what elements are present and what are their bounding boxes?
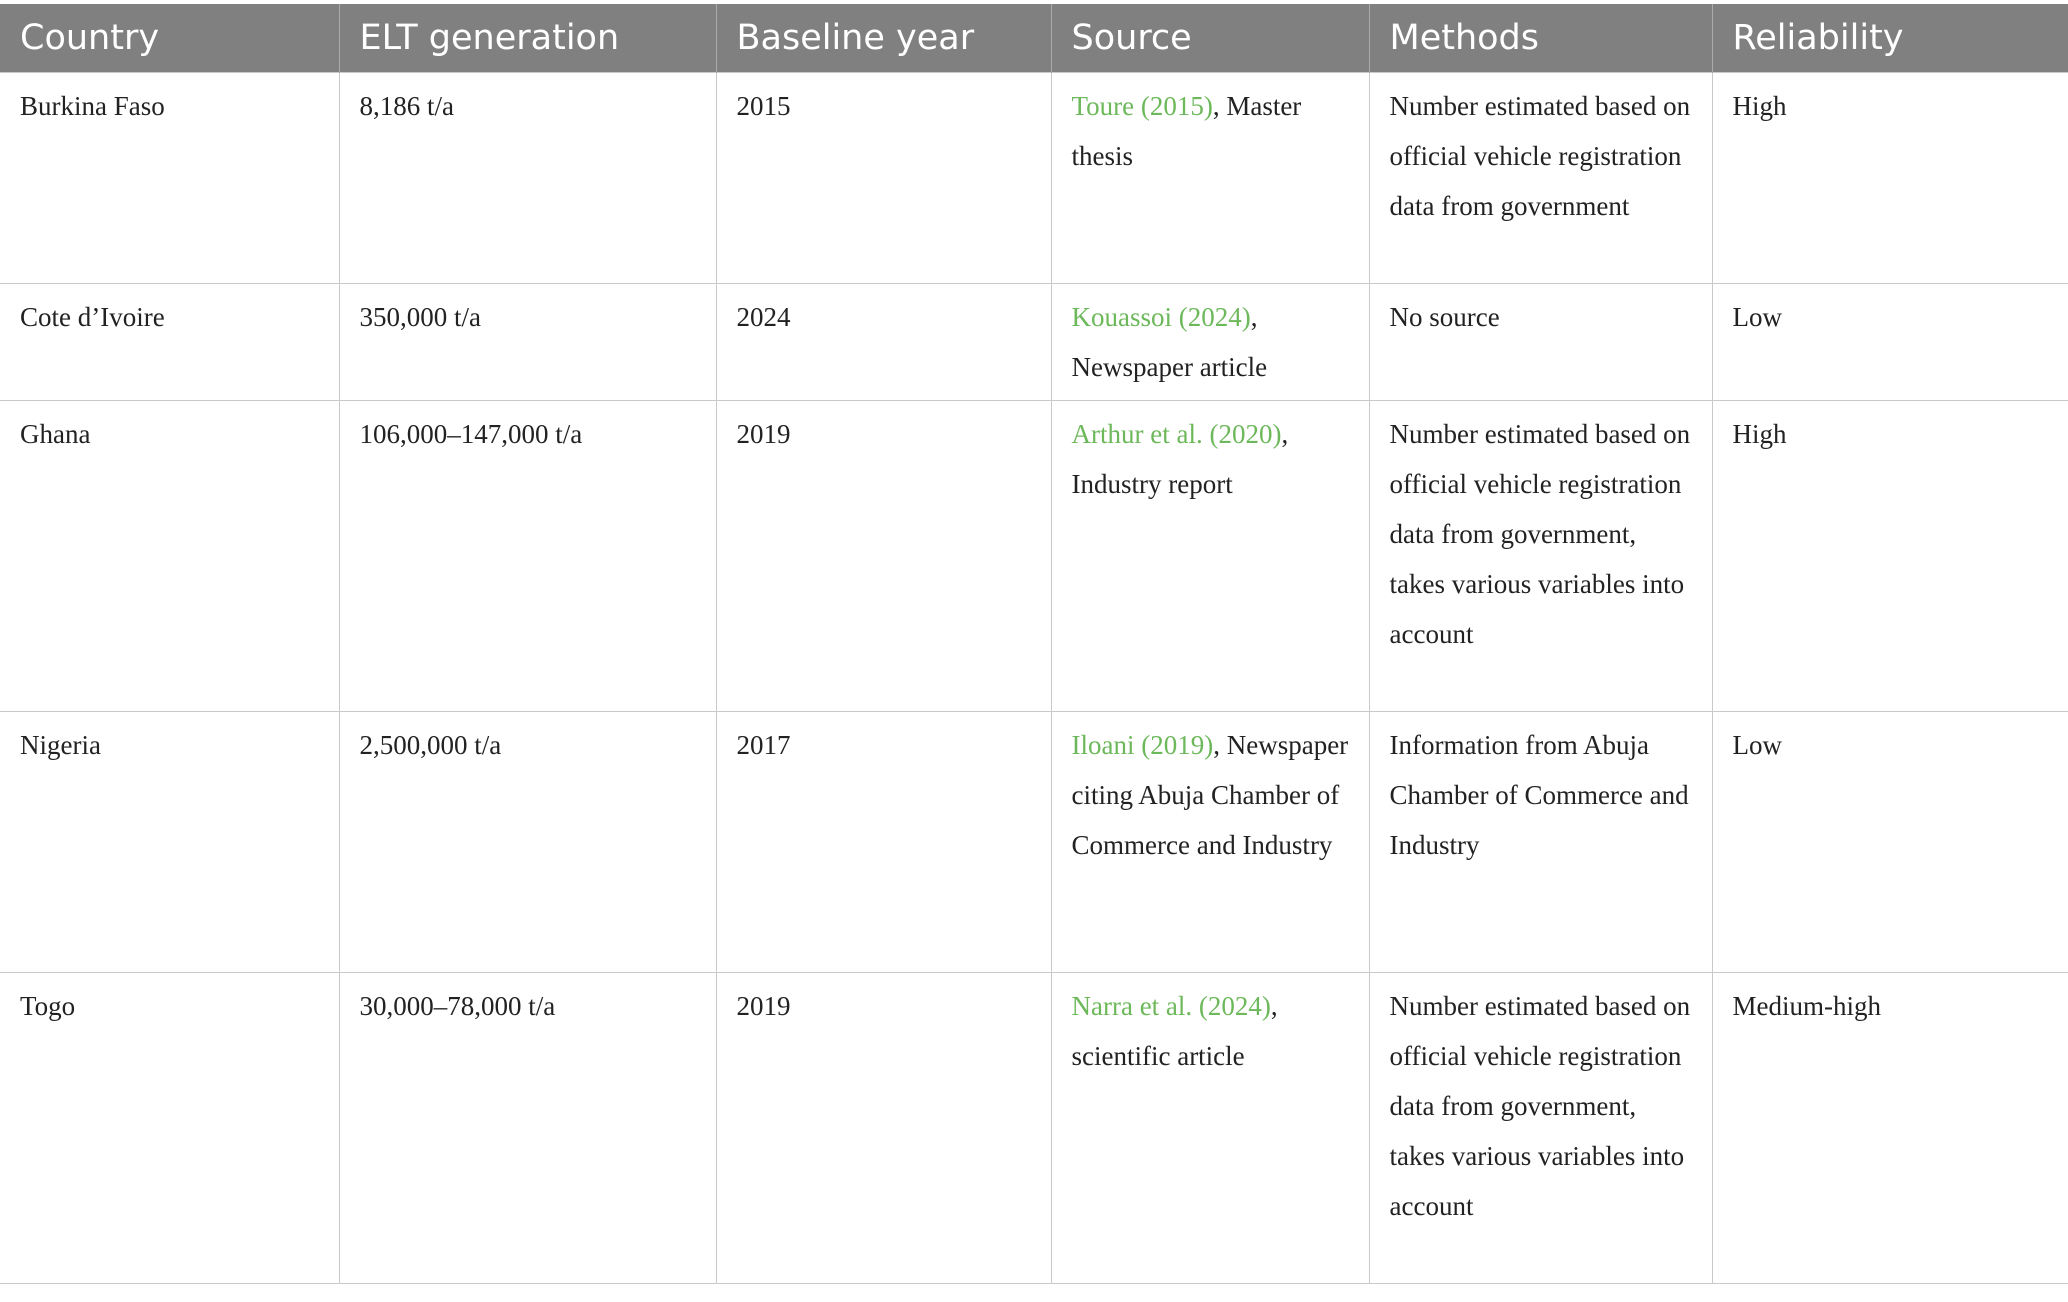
table-body: Burkina Faso 8,186 t/a 2015 Toure (2015), M… [0,72,2068,1284]
table-cell: 2019 [715,972,1052,1284]
column-header: Country [0,4,339,73]
column-header: ELT generation [338,4,716,73]
table-cell: 350,000 t/a [338,283,717,401]
citation-link[interactable]: Kouassoi (2024) [1071,302,1251,332]
table-row: Nigeria 2,500,000 t/a 2017 Iloani (2019), N… [0,711,2068,973]
source-text: , scientific article [1071,991,1278,1071]
table-cell: Low [1711,711,2068,973]
table-cell: High [1711,400,2068,712]
source-text: , Master thesis [1071,91,1302,171]
table-row: Cote d’Ivoire 350,000 t/a 2024 Kouassoi (20… [0,283,2068,401]
table-cell: No source [1368,283,1713,401]
source-cell: Toure (2015), Master thesis [1050,72,1370,284]
table-cell: Ghana [0,400,340,712]
table-cell: 2015 [715,72,1052,284]
header-row: Country ELT generation Baseline year Source… [0,4,2068,73]
table-cell: Number estimated based on official vehic… [1368,972,1713,1284]
column-header: Reliability [1711,4,2068,73]
table-cell: Low [1711,283,2068,401]
table-cell: Togo [0,972,340,1284]
table-cell: Medium-high [1711,972,2068,1284]
table-row: Burkina Faso 8,186 t/a 2015 Toure (2015), M… [0,72,2068,284]
source-cell: Arthur et al. (2020), Industry report [1050,400,1370,712]
citation-link[interactable]: Iloani (2019) [1071,730,1214,760]
source-cell: Iloani (2019), Newspaper citing Abuja Ch… [1050,711,1370,973]
table-cell: Cote d’Ivoire [0,283,340,401]
table-cell: 2019 [715,400,1052,712]
table-cell: Burkina Faso [0,72,340,284]
citation-link[interactable]: Arthur et al. (2020) [1071,419,1282,449]
table-cell: 30,000–78,000 t/a [338,972,717,1284]
table-row: Togo 30,000–78,000 t/a 2019 Narra et al. (2… [0,972,2068,1284]
table-row: Ghana 106,000–147,000 t/a 2019 Arthur et al… [0,400,2068,712]
data-table: Country ELT generation Baseline year Source… [0,4,2068,1284]
column-header: Baseline year [715,4,1051,73]
citation-link[interactable]: Toure (2015) [1071,91,1213,121]
table-cell: Nigeria [0,711,340,973]
table-cell: Number estimated based on official vehic… [1368,72,1713,284]
source-cell: Narra et al. (2024), scientific article [1050,972,1370,1284]
table-cell: 2,500,000 t/a [338,711,717,973]
table-cell: 2024 [715,283,1052,401]
citation-link[interactable]: Narra et al. (2024) [1071,991,1271,1021]
table-cell: 2017 [715,711,1052,973]
column-header: Methods [1368,4,1712,73]
table-cell: High [1711,72,2068,284]
column-header: Source [1050,4,1369,73]
source-cell: Kouassoi (2024), Newspaper article [1050,283,1370,401]
table-cell: 8,186 t/a [338,72,717,284]
table-cell: Number estimated based on official vehic… [1368,400,1713,712]
source-text: , Industry report [1071,419,1289,499]
source-text: , Newspaper citing Abuja Chamber of Comm… [1071,730,1349,860]
table-cell: 106,000–147,000 t/a [338,400,717,712]
table-cell: Information from Abuja Chamber of Commer… [1368,711,1713,973]
source-text: , Newspaper article [1071,302,1268,382]
